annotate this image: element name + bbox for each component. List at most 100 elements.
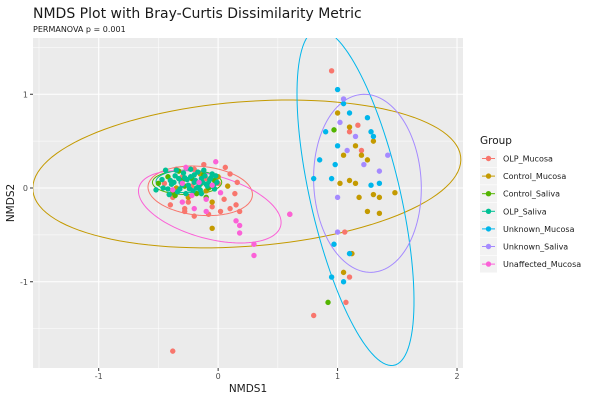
point-olp-saliva (213, 173, 219, 179)
point-unaffected-mucosa (179, 180, 186, 187)
point-control-mucosa (346, 124, 353, 130)
point-unknown-saliva (361, 161, 367, 168)
legend-item-olp-saliva: OLP_Saliva (480, 202, 547, 220)
point-olp-mucosa (346, 129, 353, 135)
point-control-saliva (155, 180, 162, 187)
chart-subtitle: PERMANOVA p = 0.001 (33, 25, 126, 34)
legend-label: OLP_Mucosa (503, 155, 553, 164)
point-unknown-saliva (337, 119, 343, 126)
x-axis-title: NMDS1 (229, 383, 267, 395)
x-tick-label: 1 (335, 372, 340, 381)
point-olp-mucosa (232, 190, 238, 197)
point-unaffected-mucosa (233, 218, 239, 224)
point-unaffected-mucosa (191, 205, 197, 212)
point-control-mucosa (334, 110, 341, 116)
point-control-mucosa (358, 152, 365, 158)
point-olp-mucosa (355, 122, 361, 128)
point-unknown-saliva (334, 229, 341, 235)
point-unknown-mucosa (322, 129, 329, 135)
legend-item-unknown-saliva: Unknown_Saliva (480, 238, 568, 255)
point-olp-saliva (203, 181, 209, 187)
legend-key-point (485, 191, 492, 197)
point-olp-mucosa (328, 68, 335, 74)
legend-label: Unaffected_Mucosa (503, 260, 581, 269)
point-unaffected-mucosa (203, 208, 209, 215)
point-control-mucosa (364, 157, 371, 163)
x-tick-label: -1 (95, 372, 103, 381)
point-control-saliva (325, 299, 331, 306)
point-unknown-mucosa (364, 114, 371, 121)
legend-key-point (485, 243, 492, 250)
point-olp-saliva (176, 175, 182, 182)
point-olp-mucosa (217, 208, 224, 215)
legend-key-point (485, 208, 492, 214)
point-unaffected-mucosa (251, 241, 257, 247)
point-olp-saliva (166, 191, 172, 198)
point-olp-mucosa (221, 196, 227, 202)
point-unaffected-mucosa (236, 230, 243, 236)
point-olp-saliva (193, 185, 200, 191)
point-olp-mucosa (167, 202, 174, 208)
point-control-mucosa (364, 208, 371, 215)
point-unknown-mucosa (346, 110, 353, 116)
point-olp-saliva (201, 167, 207, 173)
points-layer (153, 68, 398, 354)
point-unknown-saliva (352, 133, 359, 140)
legend-label: OLP_Saliva (503, 207, 547, 216)
point-unknown-mucosa (340, 279, 347, 285)
point-olp-mucosa (185, 199, 191, 205)
point-unaffected-mucosa (251, 252, 257, 259)
point-olp-mucosa (227, 205, 233, 212)
legend-item-control-saliva: Control_Saliva (480, 185, 560, 203)
point-olp-saliva (159, 176, 165, 183)
point-olp-mucosa (181, 208, 188, 215)
point-control-mucosa (224, 183, 231, 189)
point-unknown-mucosa (368, 129, 374, 135)
axes: -1 0 1 2 -1 0 1 (20, 90, 460, 381)
point-unaffected-mucosa (287, 211, 293, 217)
point-control-mucosa (340, 269, 347, 276)
point-olp-saliva (165, 186, 171, 192)
point-unknown-mucosa (376, 180, 383, 187)
chart-title: NMDS Plot with Bray-Curtis Dissimilarity… (33, 6, 362, 22)
y-tick-label: 1 (23, 90, 28, 99)
point-olp-mucosa (343, 299, 349, 306)
point-unknown-mucosa (316, 157, 323, 163)
point-unknown-mucosa (346, 250, 353, 257)
y-tick-label: -1 (20, 278, 28, 287)
point-control-mucosa (209, 199, 215, 205)
point-unaffected-mucosa (213, 159, 219, 165)
point-control-mucosa (392, 189, 398, 196)
point-unaffected-mucosa (170, 187, 176, 193)
point-unknown-saliva (376, 168, 383, 174)
point-olp-saliva (160, 185, 166, 191)
point-olp-saliva (153, 187, 159, 193)
point-olp-mucosa (227, 171, 233, 177)
legend-item-unknown-mucosa: Unknown_Mucosa (480, 220, 575, 238)
legend: Group OLP_Mucosa Control_Mucosa Control_Sa… (480, 135, 581, 273)
point-olp-saliva (186, 186, 193, 192)
point-unknown-mucosa (310, 175, 317, 182)
point-control-saliva (331, 127, 337, 133)
point-unknown-mucosa (334, 86, 341, 93)
point-olp-saliva (181, 174, 188, 181)
point-control-mucosa (209, 225, 215, 232)
legend-item-control-mucosa: Control_Mucosa (480, 167, 566, 185)
ellipse-unknown-saliva (313, 93, 422, 273)
point-olp-saliva (180, 170, 187, 176)
legend-label: Control_Saliva (503, 190, 560, 199)
legend-key-point (485, 226, 492, 232)
point-olp-saliva (191, 179, 197, 186)
point-unknown-mucosa (370, 133, 377, 140)
point-olp-saliva (183, 190, 189, 197)
legend-label: Unknown_Saliva (503, 243, 568, 252)
point-unaffected-mucosa (236, 222, 243, 229)
point-control-mucosa (346, 177, 353, 184)
point-olp-saliva (191, 172, 197, 178)
point-control-mucosa (370, 191, 377, 198)
point-olp-saliva (198, 190, 205, 197)
point-control-mucosa (340, 152, 347, 158)
point-olp-saliva (187, 166, 194, 172)
y-axis-title: NMDS2 (5, 184, 17, 222)
point-unknown-saliva (340, 96, 347, 102)
